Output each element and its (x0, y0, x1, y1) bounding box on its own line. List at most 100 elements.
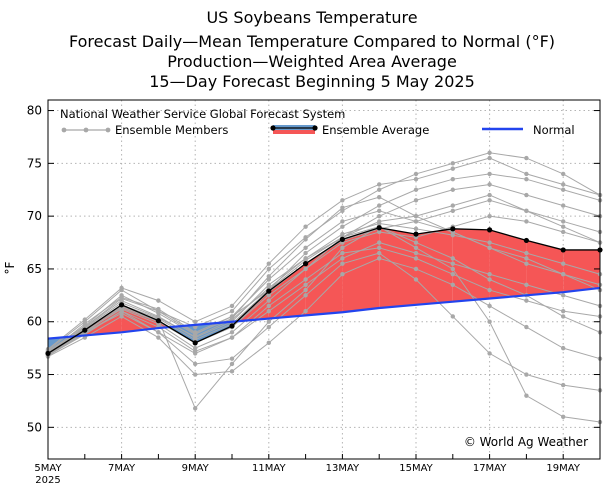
ensemble-member-point (561, 414, 566, 419)
ensemble-member-point (229, 361, 235, 367)
ensemble-member-point (303, 308, 308, 314)
above-normal-fill (489, 229, 527, 299)
ensemble-member-point (561, 314, 566, 319)
ensemble-member-point (561, 308, 566, 314)
ensemble-member-point (340, 256, 345, 261)
ensemble-member-point (303, 237, 308, 242)
ensemble-member-point (119, 296, 124, 301)
legend-members-label: Ensemble Members (115, 123, 228, 137)
ensemble-member-point (377, 194, 382, 200)
ensemble-member-point (450, 232, 455, 238)
axis-ticks-layer: 50 55 60 65 70 75 80 5MAY 7MAY 9MAY 11MAY 13MAY 15MA… (27, 104, 601, 486)
ensemble-average-line (47, 227, 600, 354)
ensemble-member-point (303, 287, 308, 293)
ensemble-member-point (450, 166, 455, 171)
ensemble-member-point (561, 219, 566, 224)
ensemble-member-point (229, 369, 235, 374)
ensemble-member-point (266, 293, 271, 298)
ensemble-member-point (450, 272, 455, 277)
ensemble-member-point (266, 308, 271, 314)
ensemble-member-point (561, 171, 566, 177)
ensemble-member-point (524, 192, 529, 198)
ensemble-member-point (561, 272, 566, 277)
source-label: National Weather Service Global Forecast… (60, 107, 345, 121)
ensemble-member-line (47, 223, 601, 353)
ensemble-member-point (450, 266, 455, 272)
ensemble-member-point (340, 208, 345, 214)
ensemble-member-point (156, 308, 161, 314)
ensemble-member-point (561, 293, 566, 298)
ensemble-member-point (193, 351, 198, 356)
ensemble-member-point (340, 205, 345, 210)
ensemble-average-point (376, 225, 382, 231)
ensemble-member-point (340, 250, 345, 256)
ensemble-member-point (340, 231, 345, 237)
y-tick-label: 80 (27, 104, 42, 118)
ensemble-member-point (487, 287, 492, 293)
ensemble-member-point (340, 219, 345, 224)
ensemble-member-point (487, 192, 492, 198)
y-tick-label: 50 (27, 420, 42, 434)
ensemble-member-point (119, 314, 124, 319)
legend: National Weather Service Global Forecast… (60, 107, 575, 137)
ensemble-member-point (524, 256, 529, 261)
ensemble-member-point (450, 161, 455, 166)
ensemble-member-point (487, 245, 492, 251)
ensemble-member-point (156, 298, 161, 303)
ensemble-member-point (561, 229, 566, 235)
y-tick-label: 70 (27, 209, 42, 223)
ensemble-member-point (413, 213, 419, 219)
ensemble-member-point (487, 351, 492, 356)
ensemble-member-point (340, 198, 345, 203)
y-tick-label: 55 (27, 368, 42, 382)
ensemble-members-layer (45, 150, 603, 425)
ensemble-member-point (524, 208, 529, 214)
legend-average-label: Ensemble Average (322, 123, 429, 137)
ensemble-member-point (487, 240, 492, 245)
ensemble-member-point (340, 261, 345, 266)
ensemble-member-point (487, 171, 492, 177)
x-tick-label: 19MAY (546, 463, 580, 474)
ensemble-member-point (561, 261, 566, 266)
ensemble-average-point (560, 247, 566, 253)
ensemble-average-point (155, 318, 161, 324)
above-normal-fill (452, 228, 490, 302)
ensemble-member-line (47, 226, 601, 354)
ensemble-average-point (413, 231, 419, 237)
ensemble-member-point (266, 319, 271, 324)
ensemble-member-point (266, 261, 271, 266)
ensemble-member-line (47, 252, 601, 391)
ensemble-member-point (413, 219, 419, 224)
ensemble-member-point (266, 274, 271, 279)
ensemble-member-point (524, 261, 529, 266)
ensemble-member-point (229, 316, 235, 321)
ensemble-member-point (377, 187, 382, 192)
ensemble-member-point (377, 240, 382, 245)
ensemble-member-point (377, 229, 382, 235)
ensemble-member-point (377, 250, 382, 256)
ensemble-average-point (192, 340, 198, 346)
ensemble-average-point (229, 323, 235, 329)
ensemble-member-point (229, 356, 235, 361)
normal-line (47, 286, 601, 340)
ensemble-member-point (303, 224, 308, 229)
ensemble-member-point (193, 345, 198, 351)
x-tick-sublabel: 2025 (35, 475, 60, 486)
y-axis-label: °F (3, 261, 17, 274)
chart-title: US Soybeans Temperature (206, 8, 417, 27)
ensemble-member-point (413, 277, 419, 282)
ensemble-member-point (413, 245, 419, 251)
ensemble-member-point (561, 345, 566, 351)
ensemble-average-point (339, 236, 345, 242)
ensemble-member-point (266, 324, 271, 330)
ensemble-member-point (450, 176, 455, 182)
ensemble-member-point (193, 334, 198, 339)
ensemble-member-point (413, 187, 419, 192)
ensemble-member-point (413, 240, 419, 245)
ensemble-member-point (82, 317, 88, 322)
ensemble-member-point (413, 266, 419, 272)
ensemble-member-point (487, 272, 492, 277)
above-normal-fill (526, 240, 564, 296)
y-tick-label: 60 (27, 315, 42, 329)
ensemble-member-point (450, 208, 455, 214)
